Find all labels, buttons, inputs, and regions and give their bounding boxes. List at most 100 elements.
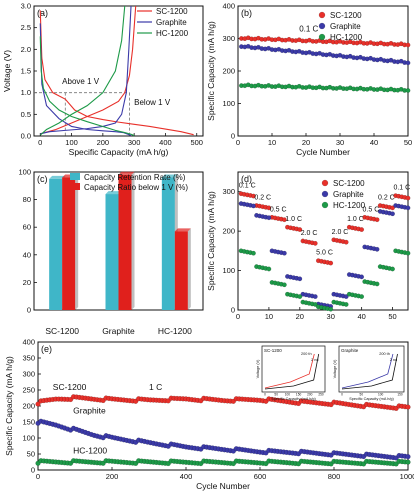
- a-annotation-above: Above 1 V: [62, 77, 100, 86]
- d-Graphite-point: [297, 276, 303, 282]
- e-ytick-label: 0: [31, 466, 35, 475]
- d-SC-1200-point: [343, 239, 349, 245]
- a-xtick-label: 200: [97, 138, 110, 147]
- d-xtick-label: 10: [265, 312, 273, 321]
- d-legend-marker: [321, 190, 329, 198]
- e-panel-label: (e): [41, 344, 52, 354]
- e-inset-xlabel: Specific Capacity (mA h/g): [349, 397, 394, 401]
- e-inset-title: SC-1200: [264, 348, 282, 353]
- e-xtick-label: 0: [36, 472, 40, 481]
- d-HC-1200-point: [266, 266, 272, 272]
- d-rate-label: 0.1 C: [393, 185, 410, 192]
- d-SC-1200-point: [251, 193, 256, 199]
- c-bar-HC-1200-1: [174, 231, 188, 310]
- d-HC-1200-point: [343, 302, 349, 307]
- b-HC-1200-point: [405, 88, 411, 93]
- b-Graphite-point: [405, 60, 411, 66]
- d-xtick-label: 30: [327, 312, 335, 321]
- d-rate-label: 2.0 C: [301, 230, 318, 237]
- e-ytick-label: 300: [22, 370, 35, 379]
- d-rate-label: 1.0 C: [285, 216, 302, 223]
- c-ytick-label: 60: [23, 223, 31, 232]
- e-series-label: Graphite: [73, 406, 106, 416]
- d-Graphite-point: [405, 205, 411, 211]
- d-HC-1200-point: [281, 282, 287, 288]
- d-frame: [237, 171, 409, 311]
- d-legend-label: HC-1200: [333, 201, 366, 210]
- e-inset-tick: 250: [318, 393, 324, 397]
- c-ytick-label: 100: [18, 168, 31, 177]
- d-SC-1200-point: [374, 217, 380, 223]
- e-inset-curve-200th: [264, 353, 315, 389]
- d-rate-label: 2.0 C: [332, 229, 349, 236]
- b-legend-marker: [318, 22, 326, 30]
- e-inset-curve-2nd: [341, 353, 398, 390]
- d-HC-1200-point: [390, 266, 395, 272]
- e-SC-1200-point: [405, 404, 411, 410]
- e-inset-title: Graphite: [341, 348, 359, 353]
- d-xtick-label: 0: [236, 312, 240, 321]
- b-xtick-label: 50: [404, 138, 412, 147]
- d-HC-1200-point: [312, 302, 318, 307]
- e-xtick-label: 800: [328, 472, 341, 481]
- d-SC-1200-point: [328, 260, 334, 266]
- e-inset-label: 2 nd: [390, 358, 397, 362]
- d-HC-1200-point: [374, 281, 380, 287]
- c-bar-top: [161, 174, 178, 178]
- a-xtick-label: 400: [159, 138, 172, 147]
- c-legend-label: Capacity Ratio below 1 V (%): [84, 183, 188, 192]
- d-HC-1200-point: [405, 250, 411, 256]
- c-bar-HC-1200-0: [161, 177, 175, 310]
- a-legend-label: SC-1200: [156, 7, 188, 16]
- d-HC-1200-point: [251, 250, 256, 256]
- e-ytick-label: 50: [27, 450, 35, 459]
- c-bar-side: [75, 174, 79, 310]
- d-legend-marker: [321, 201, 329, 209]
- d-Graphite-point: [374, 246, 380, 252]
- c-legend-swatch: [70, 173, 80, 180]
- b-ytick-label: 200: [222, 67, 235, 76]
- a-ytick-label: 0.5: [21, 110, 31, 119]
- a-xtick-label: 500: [190, 138, 203, 147]
- d-HC-1200-point: [297, 294, 303, 299]
- b-ytick-label: 300: [222, 34, 235, 43]
- e-inset-curve-200th: [341, 353, 394, 389]
- d-ytick-label: 100: [222, 266, 235, 275]
- d-xtick-label: 20: [296, 312, 304, 321]
- a-ytick-label: 0.0: [21, 132, 31, 141]
- d-xtick-label: 50: [388, 312, 396, 321]
- e-inset-ylabel: Voltage (V): [256, 359, 260, 379]
- b-legend-label: Graphite: [330, 22, 361, 31]
- d-Graphite-point: [266, 215, 272, 221]
- e-inset: SC-1200 Specific Capacity (mA h/g) Voltage…: [256, 345, 326, 401]
- a-ytick-label: 1.5: [21, 67, 31, 76]
- b-ytick-label: 100: [222, 99, 235, 108]
- b-xtick-label: 0: [236, 138, 240, 147]
- d-Graphite-point: [343, 294, 349, 299]
- panel-b: 0 10 20 30 40 50 0 100 200 300 400 Cycle Number Spec…: [206, 2, 412, 158]
- d-HC-1200-point: [328, 306, 334, 312]
- d-SC-1200-point: [281, 217, 287, 223]
- c-ytick-label: 80: [23, 195, 31, 204]
- d-ytick-label: 200: [222, 227, 235, 236]
- b-legend-marker: [318, 11, 326, 19]
- a-ytick-label: 1.0: [21, 88, 31, 97]
- c-category-label: SC-1200: [45, 326, 79, 336]
- b-xtick-label: 10: [268, 138, 276, 147]
- d-rate-label: 0.5 C: [270, 206, 287, 213]
- a-ylabel: Voltage (V): [2, 50, 12, 92]
- c-bar-SC-1200-1: [62, 177, 76, 310]
- d-SC-1200-point: [266, 205, 272, 211]
- c-bar-top: [118, 171, 135, 175]
- e-inset-tick: 150: [397, 393, 403, 397]
- d-xtick-label: 40: [357, 312, 365, 321]
- e-inset-tick: 150: [296, 393, 302, 397]
- d-legend-label: Graphite: [333, 190, 364, 199]
- d-HC-1200-point: [359, 294, 365, 299]
- b-xlabel: Cycle Number: [296, 147, 350, 157]
- b-ylabel: Specific Capacity (mA h/g): [206, 21, 216, 121]
- e-inset-tick: 0: [341, 393, 343, 397]
- b-annotation: 0.1 C: [299, 24, 318, 33]
- a-xtick-label: 0: [38, 138, 42, 147]
